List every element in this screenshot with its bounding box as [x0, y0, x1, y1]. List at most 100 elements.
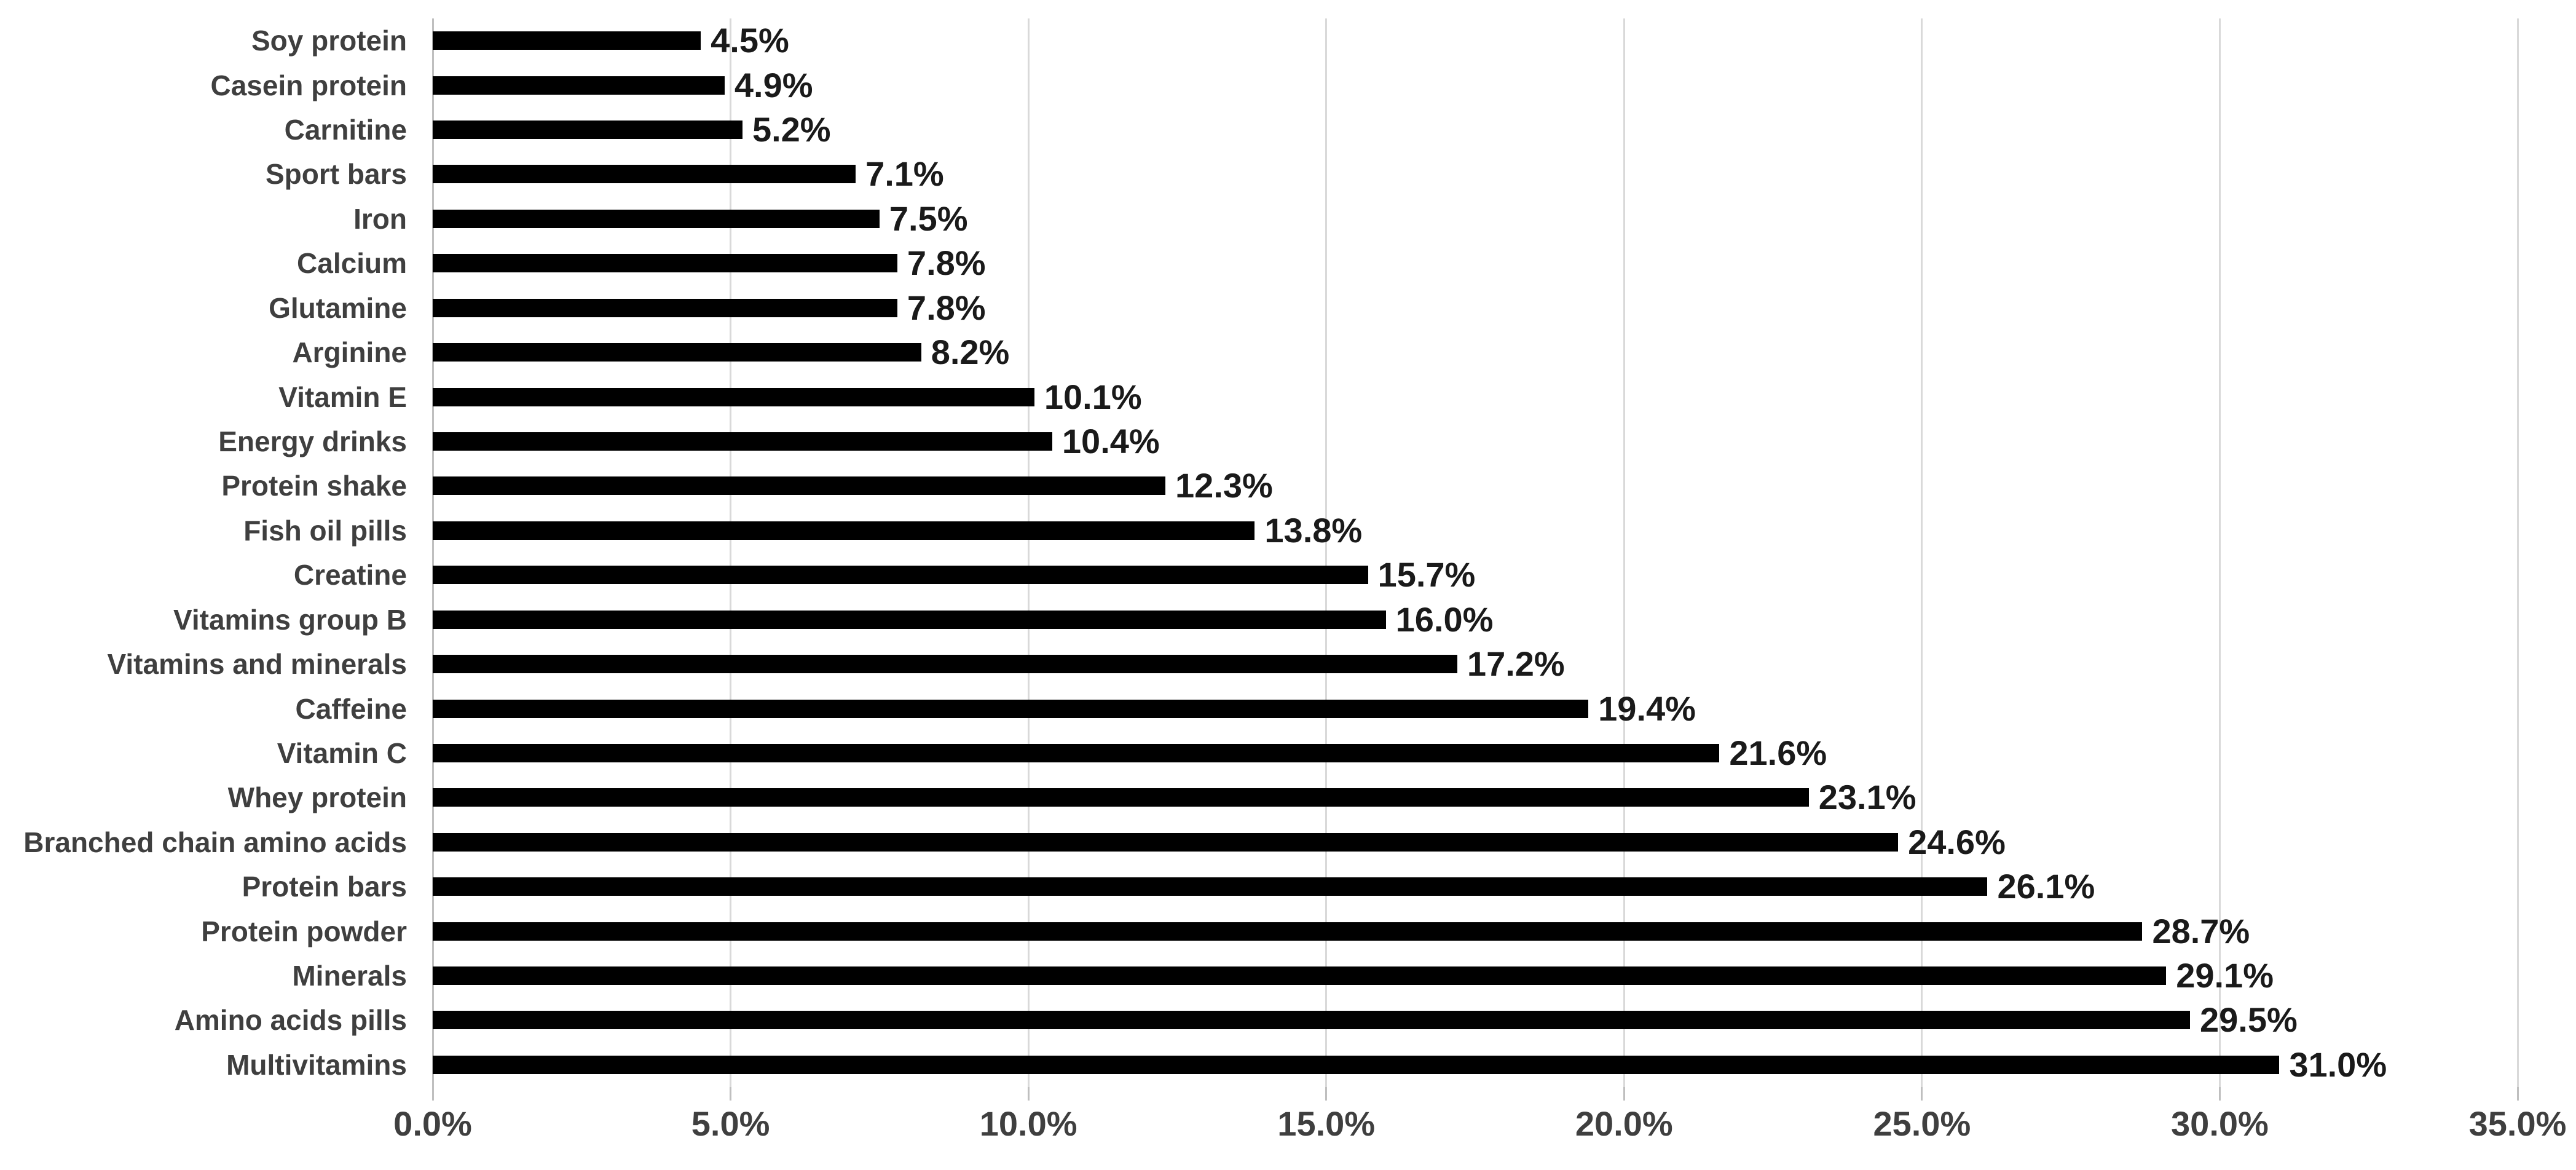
value-label: 16.0%	[1395, 599, 1494, 639]
bar-row: 8.2%	[433, 330, 2518, 374]
category-label: Vitamin E	[278, 381, 407, 413]
x-axis: 0.0% 5.0% 10.0% 15.0% 20.0% 25.0% 30.0% 35.0%	[393, 1104, 2566, 1162]
axis-tick-mark	[2218, 1087, 2221, 1101]
category-label: Carnitine	[284, 114, 407, 146]
x-axis-label: 5.0%	[691, 1104, 770, 1143]
category-label: Energy drinks	[218, 425, 407, 457]
value-label: 7.1%	[865, 154, 944, 194]
bar-row: 7.5%	[433, 197, 2518, 241]
value-label: 5.2%	[752, 110, 831, 149]
bar	[433, 165, 856, 184]
category-label: Vitamin C	[277, 737, 407, 769]
gridlines	[431, 18, 2519, 1101]
bar	[433, 343, 921, 362]
value-label: 10.4%	[1062, 422, 1160, 460]
value-label: 13.8%	[1264, 510, 1363, 550]
category-label: Protein shake	[221, 470, 407, 502]
bar	[433, 743, 1720, 762]
x-axis-label: 35.0%	[2468, 1104, 2567, 1143]
gridline	[1027, 18, 1030, 1087]
x-axis-label: 20.0%	[1575, 1104, 1673, 1143]
bar-row: 24.6%	[433, 820, 2518, 864]
axis-tick-mark	[1623, 1087, 1625, 1101]
gridline	[1325, 18, 1328, 1087]
bar	[433, 610, 1386, 629]
bar-row: 12.3%	[433, 464, 2518, 508]
value-label: 8.2%	[931, 333, 1010, 372]
value-label: 26.1%	[1997, 867, 2095, 906]
bar-row: 7.8%	[433, 241, 2518, 285]
value-label: 29.5%	[2199, 1000, 2298, 1040]
bar-row: 23.1%	[433, 775, 2518, 820]
bar	[433, 566, 1368, 585]
bar	[433, 788, 1809, 807]
x-axis-label: 10.0%	[979, 1104, 1077, 1143]
bar	[433, 655, 1457, 674]
bar	[433, 521, 1255, 540]
category-label: Iron	[353, 202, 407, 235]
value-label: 19.4%	[1598, 689, 1696, 728]
category-label: Vitamins and minerals	[107, 648, 407, 681]
axis-tick-mark	[2516, 1087, 2519, 1101]
bar-row: 13.8%	[433, 508, 2518, 553]
category-label: Glutamine	[269, 291, 407, 324]
bar-row: 26.1%	[433, 864, 2518, 909]
category-label: Minerals	[292, 960, 407, 992]
category-label: Whey protein	[227, 781, 407, 814]
bar	[433, 877, 1988, 896]
x-axis-label: 25.0%	[1873, 1104, 1971, 1143]
category-label: Soy protein	[251, 25, 407, 57]
axis-tick-mark	[730, 1087, 732, 1101]
bar	[433, 298, 897, 317]
bar-row: 16.0%	[433, 597, 2518, 641]
bar-row: 28.7%	[433, 909, 2518, 953]
bar-row: 17.2%	[433, 642, 2518, 686]
bar	[433, 922, 2143, 941]
bar	[433, 209, 880, 228]
value-label: 17.2%	[1467, 644, 1565, 684]
bar	[433, 1055, 2280, 1074]
category-label: Vitamins group B	[173, 603, 407, 636]
value-label: 7.8%	[907, 288, 986, 327]
x-axis-label: 0.0%	[393, 1104, 472, 1143]
gridline	[1623, 18, 1625, 1087]
bar	[433, 432, 1052, 451]
bar-row: 19.4%	[433, 686, 2518, 730]
value-label: 21.6%	[1729, 733, 1827, 772]
bar	[433, 1011, 2190, 1030]
bar-row: 5.2%	[433, 108, 2518, 152]
category-axis: Soy protein Casein protein Carnitine Sport …	[0, 18, 420, 1087]
bar	[433, 121, 742, 140]
bar	[433, 476, 1166, 496]
value-label: 31.0%	[2289, 1045, 2387, 1084]
value-label: 7.5%	[889, 199, 968, 238]
category-label: Protein powder	[201, 915, 407, 947]
plot-area: 4.5% 4.9% 5.2% 7.1% 7.5% 7.8% 7.8% 8.2% 10.1% 10.…	[431, 18, 2519, 1101]
bar	[433, 387, 1034, 406]
bar-row: 29.1%	[433, 954, 2518, 998]
value-label: 29.1%	[2176, 956, 2274, 995]
value-label: 24.6%	[1908, 822, 2006, 861]
value-label: 28.7%	[2152, 911, 2250, 951]
bar-row: 7.8%	[433, 286, 2518, 330]
axis-tick-mark	[1325, 1087, 1328, 1101]
category-label: Branched chain amino acids	[23, 826, 407, 858]
bar	[433, 966, 2167, 986]
bar-series: 4.5% 4.9% 5.2% 7.1% 7.5% 7.8% 7.8% 8.2% 10.1% 10.…	[433, 18, 2518, 1087]
category-label: Protein bars	[242, 871, 407, 903]
bar	[433, 699, 1589, 718]
bar-row: 4.5%	[433, 18, 2518, 63]
bar-row: 4.9%	[433, 63, 2518, 107]
value-label: 4.5%	[711, 21, 789, 60]
axis-tick-mark	[1921, 1087, 1923, 1101]
category-label: Caffeine	[295, 692, 407, 725]
category-label: Fish oil pills	[243, 514, 407, 547]
bar-row: 31.0%	[433, 1043, 2518, 1087]
category-label: Casein protein	[210, 69, 407, 101]
gridline	[2516, 18, 2519, 1087]
value-label: 12.3%	[1175, 466, 1273, 505]
value-label: 15.7%	[1377, 555, 1476, 595]
bar	[433, 76, 725, 95]
gridline	[1921, 18, 1923, 1087]
